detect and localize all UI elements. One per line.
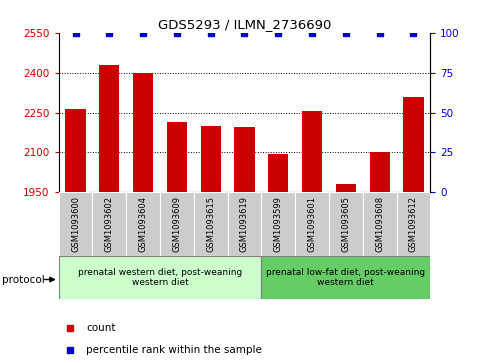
Text: percentile rank within the sample: percentile rank within the sample [86,345,262,355]
Text: protocol: protocol [2,274,45,285]
Bar [295,192,328,256]
Bar [92,192,126,256]
Bar [362,192,396,256]
Bar [267,154,288,192]
Bar [200,126,221,192]
Bar [301,111,322,192]
Text: prenatal western diet, post-weaning
western diet: prenatal western diet, post-weaning west… [78,268,242,287]
Bar [261,256,429,299]
Text: GSM1093605: GSM1093605 [341,196,349,252]
Bar [335,184,355,192]
Bar [328,192,362,256]
Text: GSM1093612: GSM1093612 [408,196,417,252]
Bar [261,192,295,256]
Text: GSM1093599: GSM1093599 [273,196,282,252]
Bar [160,192,193,256]
Text: count: count [86,323,116,333]
Bar [126,192,160,256]
Bar [227,192,261,256]
Title: GDS5293 / ILMN_2736690: GDS5293 / ILMN_2736690 [158,19,330,32]
Text: GSM1093619: GSM1093619 [240,196,248,252]
Bar [65,109,85,192]
Bar [396,192,429,256]
Text: GSM1093609: GSM1093609 [172,196,181,252]
Bar [59,192,92,256]
Text: GSM1093600: GSM1093600 [71,196,80,252]
Text: GSM1093608: GSM1093608 [374,196,384,252]
Bar [193,192,227,256]
Bar [234,127,254,192]
Bar [99,65,119,192]
Text: GSM1093602: GSM1093602 [104,196,114,252]
Bar [403,97,423,192]
Bar [59,256,261,299]
Bar [133,73,153,192]
Bar [166,122,187,192]
Text: GSM1093604: GSM1093604 [139,196,147,252]
Bar [369,152,389,192]
Text: GSM1093615: GSM1093615 [206,196,215,252]
Text: prenatal low-fat diet, post-weaning
western diet: prenatal low-fat diet, post-weaning west… [266,268,425,287]
Text: GSM1093601: GSM1093601 [307,196,316,252]
